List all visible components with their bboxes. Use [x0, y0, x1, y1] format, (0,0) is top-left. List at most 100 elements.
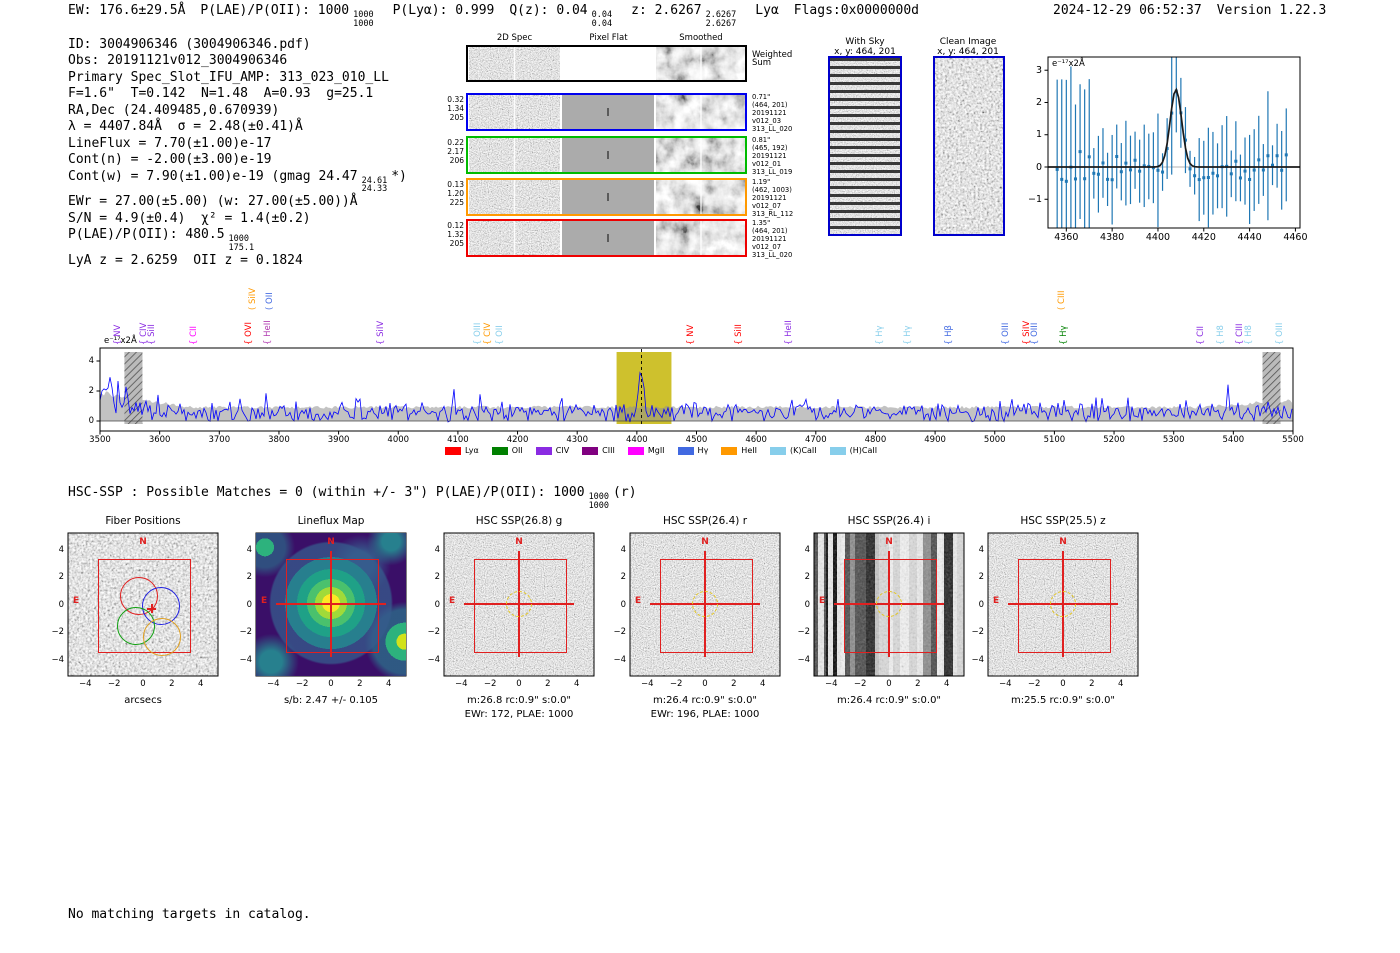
main-x-tick-5100: 5100: [1043, 435, 1066, 445]
spec2d-row-1-rightlabel-3: v012_03: [752, 117, 782, 125]
info-redshifts: LyA z = 2.6259 OII z = 0.1824: [68, 252, 303, 268]
info-ewr: EWr = 27.00(±5.00) (w: 27.00(±5.00))Å: [68, 194, 358, 210]
cutout-1-ytick-2: 2: [246, 572, 252, 582]
cutout-caption1-3: m:26.4 rc:0.9" s:0.0": [652, 695, 758, 706]
inset-data-point: [1243, 169, 1247, 173]
legend-item-CIII: CIII: [582, 446, 615, 455]
cutout-caption2-3: EWr: 196, PLAE: 1000: [650, 709, 760, 720]
spec2d-center-gap: [700, 138, 702, 172]
fiber-circle-3: [143, 618, 181, 656]
info-primary-spec: Primary Spec_Slot_IFU_AMP: 313_023_010_L…: [68, 69, 389, 85]
legend-swatch: [582, 446, 599, 455]
cutout-1-xtick-2: 2: [357, 679, 363, 689]
compass-north-1: N: [327, 537, 335, 547]
legend-label: HeII: [741, 446, 757, 455]
info-lineflux: LineFlux = 7.70(±1.00)e-17: [68, 135, 272, 151]
cutout-4-ytick-0: 0: [804, 599, 810, 610]
inset-data-point: [1110, 178, 1114, 182]
emission-line-label-Hγ-15: { Hγ: [875, 325, 886, 345]
spec2d-col-header-smoothed: Smoothed: [679, 33, 723, 43]
inset-x-tick-4420: 4420: [1191, 232, 1216, 243]
main-x-tick-4400: 4400: [626, 435, 648, 445]
inset-x-tick-4360: 4360: [1054, 232, 1079, 243]
plae-fraction: 1000 1000: [353, 10, 374, 29]
spec2d-center-gap: [513, 95, 516, 129]
inset-data-point: [1092, 171, 1096, 175]
cutout-caption1-5: m:25.5 rc:0.9" s:0.0": [1010, 695, 1116, 706]
cutout-axes-box-5: [987, 532, 1139, 677]
cutout-aperture-circle-3: [692, 591, 718, 617]
cutout-4-ytick--2: −2: [797, 627, 810, 637]
emission-line-label-CIII-21: ( CIII: [1057, 290, 1068, 310]
legend-label: Hγ: [697, 446, 709, 455]
cutout-1-xtick-4: 4: [385, 679, 392, 689]
cutout-2-ytick-0: 0: [434, 599, 440, 610]
plae-poii-fraction: 1000 175.1: [228, 234, 255, 253]
emission-line-label-H8-24: { H8: [1215, 325, 1226, 345]
spec2d-row-4-rightlabel-3: v012_07: [752, 243, 782, 251]
spec2d-center-gap: [700, 47, 702, 80]
inset-data-point: [1096, 172, 1100, 176]
main-x-tick-4600: 4600: [745, 435, 767, 445]
spec2d-row-4-rightlabel-1: (464, 201): [752, 227, 788, 235]
cutout-extent-square-2: [474, 559, 567, 653]
spec2d-row-3-leftlabel-1: 1.20: [447, 189, 464, 198]
emission-line-label-SiIV-5: ( SiIV: [248, 287, 259, 310]
cutout-title-4: HSC SSP(26.4) i: [847, 515, 931, 527]
cutout-1-ytick--4: −4: [239, 654, 252, 665]
inset-y-tick-1: 1: [1035, 129, 1042, 141]
cutout-1-ytick-0: 0: [246, 599, 252, 610]
spec2d-row-3-rightlabel-1: (462, 1003): [752, 186, 792, 194]
main-x-tick-4000: 4000: [387, 435, 410, 445]
inset-data-point: [1078, 150, 1082, 154]
spec2d-row-2-leftlabel-2: 206: [449, 156, 464, 165]
spec2d-pixelflat-center-mark: [607, 151, 609, 159]
inset-data-point: [1238, 176, 1242, 180]
cutout-title-1: Lineflux Map: [297, 515, 365, 527]
cutout-caption1-1: s/b: 2.47 +/- 0.105: [283, 695, 379, 706]
inset-data-point: [1161, 170, 1165, 174]
cutout-5-xtick-0: 0: [1060, 679, 1066, 689]
header-plya: P(Lyα): 0.999: [392, 3, 495, 18]
inset-data-point: [1101, 161, 1105, 165]
spec2d-center-gap: [700, 221, 702, 255]
legend-swatch: [769, 446, 786, 455]
cutout-2-xtick-2: 2: [545, 679, 551, 689]
cutout-5-ytick--4: −4: [971, 654, 984, 665]
detection-info-block: ID: 3004906346 (3004906346.pdf) Obs: 201…: [68, 37, 407, 269]
emission-line-label-Hγ-22: { Hγ: [1058, 325, 1069, 345]
inset-data-point: [1211, 171, 1215, 175]
spec2d-row-1-leftlabel-2: 205: [449, 113, 464, 122]
cutout-caption2-2: EWr: 172, PLAE: 1000: [464, 709, 574, 720]
header-datetime: 2024-12-29 06:52:37: [1053, 3, 1202, 18]
inset-gaussian-fit: [1048, 87, 1300, 168]
compass-east-3: E: [635, 596, 642, 606]
cutout-3-ytick-4: 4: [620, 544, 626, 555]
inset-data-point: [1216, 174, 1220, 178]
emission-line-label-NV-12: { NV: [686, 324, 697, 345]
main-unit-label: e⁻¹⁷x2Å: [104, 336, 137, 346]
spec2d-row-1-leftlabel-1: 1.34: [447, 104, 464, 113]
emission-line-label-CIV-10: { CIV: [483, 322, 494, 345]
inset-data-point: [1115, 155, 1119, 159]
cutout-caption1-2: m:26.8 rc:0.9" s:0.0": [466, 695, 572, 706]
inset-data-point: [1202, 176, 1206, 180]
emission-line-label-CII-3: { CII: [189, 325, 200, 345]
fiber-center-cross-v: [151, 604, 153, 613]
main-x-tick-5300: 5300: [1162, 435, 1185, 445]
spec2d-row-1-leftlabel-0: 0.32: [447, 95, 464, 104]
inset-data-point: [1055, 167, 1059, 171]
emission-line-label-H8-26: { H8: [1243, 325, 1254, 345]
main-x-tick-5500: 5500: [1282, 435, 1304, 445]
spec2d-center-gap: [513, 47, 516, 80]
spec2d-row-3-rightlabel-4: 313_RL_112: [752, 210, 794, 218]
emission-line-label-SiII-2: { SiII: [147, 324, 158, 345]
header-qz: Q(z): 0.04 0.04 0.04: [509, 3, 613, 29]
emission-line-label-HeII-6: { HeII: [263, 320, 274, 345]
legend-swatch: [677, 446, 694, 455]
spec2d-center-gap: [700, 95, 702, 129]
with-sky-subtitle: x, y: 464, 201: [834, 47, 896, 57]
cutout-2-xtick--4: −4: [455, 679, 468, 689]
